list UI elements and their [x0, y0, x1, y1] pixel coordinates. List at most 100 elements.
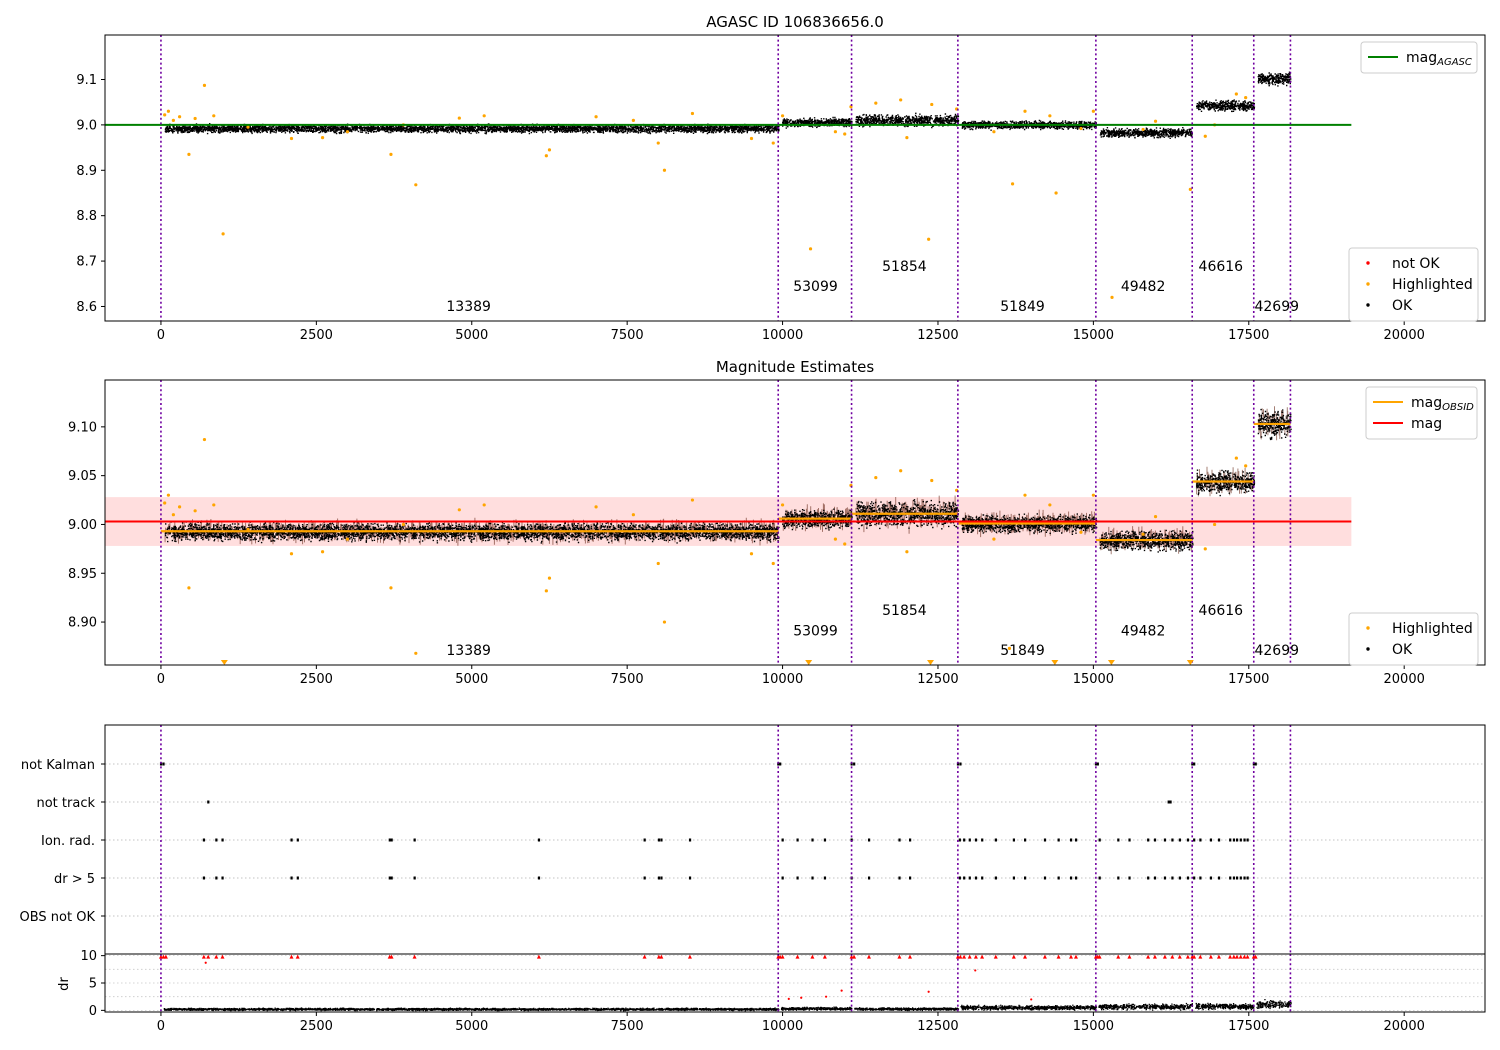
dr-clipped-marker	[536, 954, 541, 959]
flag-row-label: OBS not OK	[20, 910, 96, 925]
flag-mark	[909, 876, 912, 880]
obsid-label: 42699	[1254, 299, 1299, 315]
flag-mark	[390, 876, 393, 880]
dr-axis-label: dr	[57, 977, 72, 991]
legend-label: Highlighted	[1392, 621, 1473, 637]
flag-mark	[867, 876, 871, 880]
highlighted-point	[1091, 493, 1095, 497]
y-tick-label: 9.05	[68, 469, 97, 484]
highlighted-point	[345, 130, 350, 134]
highlighted-point	[1110, 295, 1114, 299]
flag-mark	[688, 876, 692, 880]
obsid-label: 46616	[1199, 259, 1244, 275]
highlighted-point	[457, 116, 461, 120]
highlighted-point	[289, 552, 294, 556]
obsid-label: 49482	[1121, 624, 1166, 640]
flag-mark	[1057, 876, 1060, 880]
magnitude-plot-area: 13389 53099 51854 51849 49482 46616 42699	[105, 380, 1352, 665]
dr-outlier	[927, 990, 930, 993]
x-tick-label: 20000	[1384, 328, 1425, 343]
legend-box	[1348, 247, 1479, 322]
highlighted-point	[833, 537, 838, 541]
highlighted-point	[177, 115, 182, 119]
highlighted-point	[1048, 503, 1052, 507]
highlighted-point	[905, 550, 909, 554]
flag-mark	[1229, 838, 1232, 842]
highlighted-point	[547, 148, 552, 152]
obsid-label: 51849	[1000, 299, 1045, 315]
obsid-label: 51854	[882, 259, 927, 275]
flag-mark	[1232, 838, 1236, 842]
obsid-label: 13389	[446, 299, 491, 315]
y-tick-label: 8.9	[76, 164, 97, 179]
flag-mark	[963, 876, 966, 880]
dr-clipped-marker	[810, 954, 815, 959]
flag-mark	[853, 762, 856, 766]
dr-outlier	[204, 961, 207, 964]
highlighted-point	[246, 527, 250, 531]
dr-clipped-marker	[642, 954, 647, 959]
highlighted-point	[843, 542, 847, 546]
flag-mark	[867, 838, 871, 842]
highlighted-point	[547, 576, 552, 580]
x-tick-label: 17500	[1228, 328, 1269, 343]
agasc-panel: AGASC ID 106836656.0 13389 53099 51854 5184…	[76, 13, 1486, 343]
y-tick-label: 8.90	[68, 616, 97, 631]
x-tick-label: 12500	[917, 1019, 958, 1034]
flag-mark	[811, 838, 814, 842]
dr-clipped-marker	[163, 954, 168, 959]
dr-clipped-marker	[980, 954, 985, 959]
flag-mark	[660, 876, 663, 880]
flag-mark	[1239, 838, 1242, 842]
flag-mark	[1191, 762, 1194, 766]
dr-points	[780, 1006, 853, 1011]
dr-clipped-marker	[1097, 954, 1102, 959]
y-tick-label: 8.8	[76, 209, 97, 224]
flag-mark	[159, 762, 163, 766]
highlighted-point	[1203, 547, 1207, 551]
flag-mark	[796, 876, 799, 880]
flag-mark	[777, 762, 780, 766]
highlighted-point	[457, 508, 461, 512]
flag-mark	[1193, 876, 1196, 880]
flag-mark	[1070, 838, 1073, 842]
flag-row-label: Ion. rad.	[41, 834, 95, 849]
flag-mark	[202, 876, 206, 880]
flag-mark	[959, 762, 962, 766]
x-tick-label: 7500	[611, 328, 644, 343]
flag-mark	[981, 838, 984, 842]
highlighted-point	[212, 503, 216, 507]
dr-clipped-marker	[1185, 954, 1190, 959]
highlighted-point	[631, 118, 635, 122]
ok-points	[1099, 127, 1193, 139]
dr-frame: 0 2500 5000 7500 10000 12500 15000 17500 20000 0 5…	[80, 949, 1486, 1034]
highlighted-point	[1007, 646, 1012, 651]
flag-mark	[1171, 876, 1174, 880]
highlighted-point	[1234, 92, 1238, 96]
dr-clipped-marker	[214, 954, 219, 959]
dr-clipped-marker	[1069, 954, 1073, 959]
highlighted-point	[1153, 515, 1158, 519]
flag-mark	[202, 838, 206, 842]
highlighted-point	[1153, 119, 1158, 123]
flag-mark	[981, 876, 984, 880]
highlighted-point	[1079, 530, 1083, 534]
dr-clipped-marker	[1146, 954, 1151, 959]
flag-mark	[643, 838, 646, 842]
flag-mark	[823, 876, 827, 880]
y-tick-label: 10	[80, 949, 97, 964]
obsid-label: 46616	[1199, 603, 1244, 619]
dr-clipped-marker	[852, 954, 857, 959]
flag-mark	[221, 876, 224, 880]
highlighted-point	[594, 505, 598, 509]
flag-mark	[1229, 876, 1232, 880]
dr-clipped-marker	[201, 954, 206, 959]
obsid-label: 42699	[1254, 643, 1299, 659]
highlighted-point	[202, 83, 207, 87]
highlighted-point	[930, 102, 934, 107]
flag-mark	[909, 838, 912, 842]
highlighted-point	[1023, 493, 1027, 497]
flag-mark	[1128, 876, 1131, 880]
axes-border	[104, 379, 1486, 666]
x-tick-label: 7500	[611, 672, 644, 687]
